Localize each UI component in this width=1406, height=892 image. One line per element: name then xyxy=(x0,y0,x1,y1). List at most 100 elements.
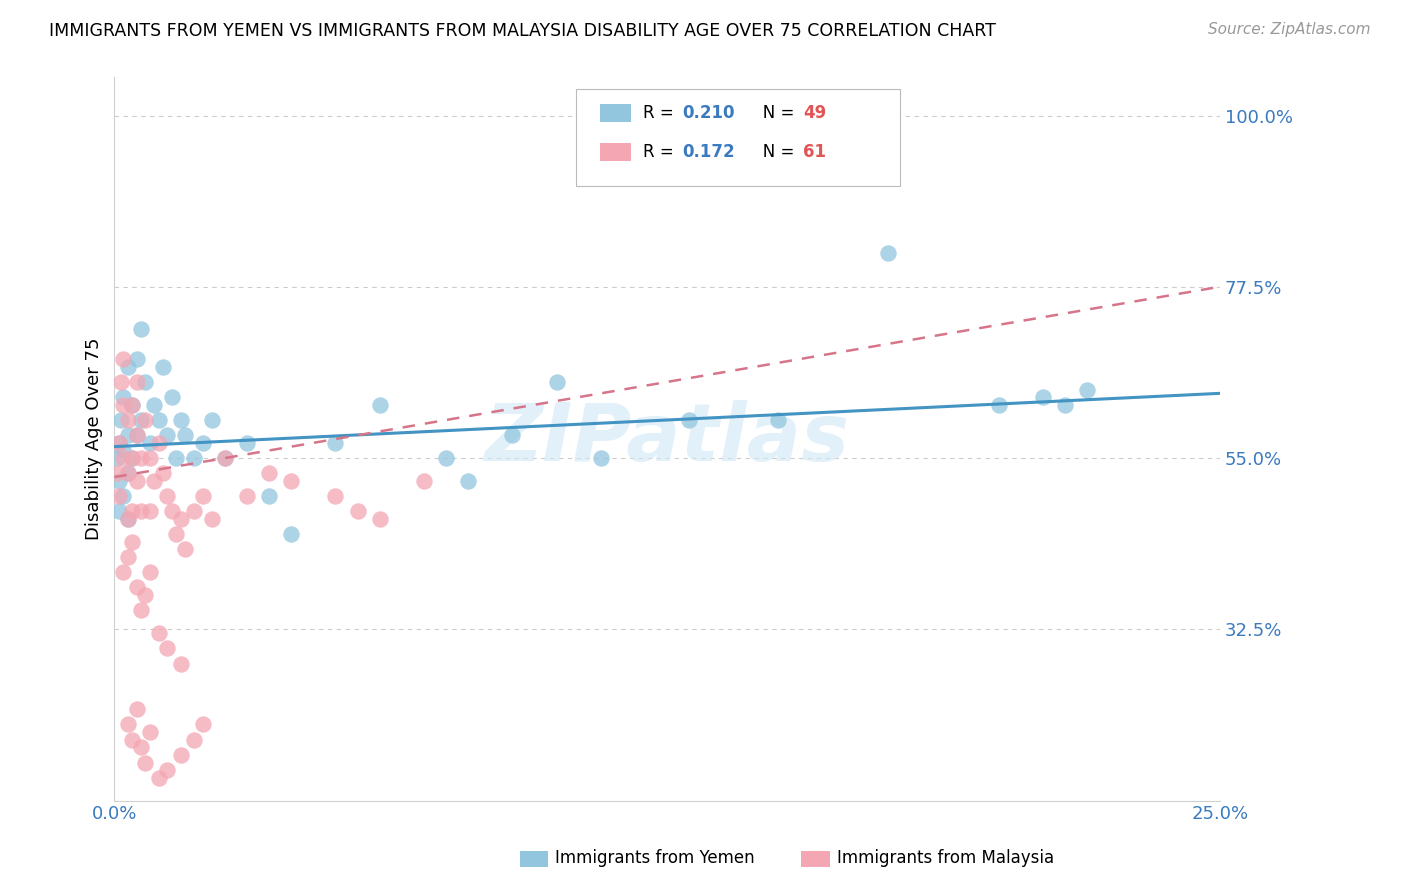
Point xyxy=(125,352,148,367)
Point xyxy=(191,489,214,503)
Point xyxy=(183,732,205,747)
Point xyxy=(125,702,148,716)
Point xyxy=(325,489,347,503)
Point xyxy=(112,566,135,580)
Point xyxy=(112,443,135,458)
Point xyxy=(117,512,139,526)
Point xyxy=(105,451,128,466)
Point xyxy=(156,489,179,503)
Point xyxy=(368,512,391,526)
Point xyxy=(143,474,166,488)
Point xyxy=(108,474,131,488)
Point xyxy=(170,512,193,526)
Point xyxy=(183,451,205,466)
Text: 49: 49 xyxy=(803,104,827,122)
Point xyxy=(191,435,214,450)
Point xyxy=(1076,383,1098,397)
Point xyxy=(121,451,143,466)
Text: R =: R = xyxy=(643,143,679,161)
Point xyxy=(183,504,205,518)
Point xyxy=(139,725,162,739)
Point xyxy=(1032,390,1054,404)
Point xyxy=(148,413,170,427)
Point xyxy=(134,588,156,602)
Point xyxy=(546,375,568,389)
Point xyxy=(148,626,170,640)
Point xyxy=(325,435,347,450)
Point xyxy=(129,504,152,518)
Point xyxy=(134,375,156,389)
Point xyxy=(129,451,152,466)
Point xyxy=(1053,398,1076,412)
Point xyxy=(148,435,170,450)
Point xyxy=(129,321,152,335)
Point xyxy=(160,390,183,404)
Point xyxy=(108,435,131,450)
Text: N =: N = xyxy=(747,104,799,122)
Point xyxy=(368,398,391,412)
Point xyxy=(117,549,139,564)
Point xyxy=(117,512,139,526)
Point xyxy=(110,413,132,427)
Point xyxy=(117,467,139,481)
Point xyxy=(134,413,156,427)
Point xyxy=(108,504,131,518)
Point xyxy=(589,451,612,466)
Text: N =: N = xyxy=(747,143,799,161)
Point xyxy=(257,489,280,503)
Point xyxy=(987,398,1010,412)
Point xyxy=(191,717,214,731)
Point xyxy=(134,756,156,770)
Point xyxy=(174,542,197,557)
Point xyxy=(236,489,259,503)
Point xyxy=(108,435,131,450)
Text: IMMIGRANTS FROM YEMEN VS IMMIGRANTS FROM MALAYSIA DISABILITY AGE OVER 75 CORRELA: IMMIGRANTS FROM YEMEN VS IMMIGRANTS FROM… xyxy=(49,22,995,40)
Point xyxy=(236,435,259,450)
Point xyxy=(156,641,179,656)
Y-axis label: Disability Age Over 75: Disability Age Over 75 xyxy=(86,338,103,541)
Point xyxy=(156,428,179,442)
Point xyxy=(501,428,523,442)
Point xyxy=(139,566,162,580)
Point xyxy=(434,451,457,466)
Point xyxy=(457,474,479,488)
Point xyxy=(139,451,162,466)
Point xyxy=(125,474,148,488)
Point xyxy=(112,352,135,367)
Point xyxy=(156,763,179,777)
Point xyxy=(112,390,135,404)
Point xyxy=(170,413,193,427)
Point xyxy=(110,375,132,389)
Point xyxy=(280,474,302,488)
Text: 61: 61 xyxy=(803,143,825,161)
Point xyxy=(125,375,148,389)
Point xyxy=(117,359,139,374)
Point xyxy=(766,413,789,427)
Point xyxy=(121,398,143,412)
Point xyxy=(121,398,143,412)
Text: ZIPatlas: ZIPatlas xyxy=(485,400,849,478)
Point xyxy=(121,451,143,466)
Text: R =: R = xyxy=(643,104,679,122)
Point xyxy=(108,489,131,503)
Point xyxy=(117,467,139,481)
Point xyxy=(121,732,143,747)
Point xyxy=(165,451,187,466)
Point xyxy=(152,467,174,481)
Point xyxy=(143,398,166,412)
Text: Immigrants from Yemen: Immigrants from Yemen xyxy=(555,849,755,867)
Point xyxy=(174,428,197,442)
Point xyxy=(201,413,224,427)
Point xyxy=(129,603,152,617)
Point xyxy=(678,413,700,427)
Text: Immigrants from Malaysia: Immigrants from Malaysia xyxy=(837,849,1053,867)
Point xyxy=(117,413,139,427)
Point xyxy=(125,428,148,442)
Point xyxy=(170,747,193,762)
Point xyxy=(346,504,368,518)
Point xyxy=(139,504,162,518)
Point xyxy=(121,534,143,549)
Point xyxy=(121,504,143,518)
Point xyxy=(105,467,128,481)
Point xyxy=(877,245,900,260)
